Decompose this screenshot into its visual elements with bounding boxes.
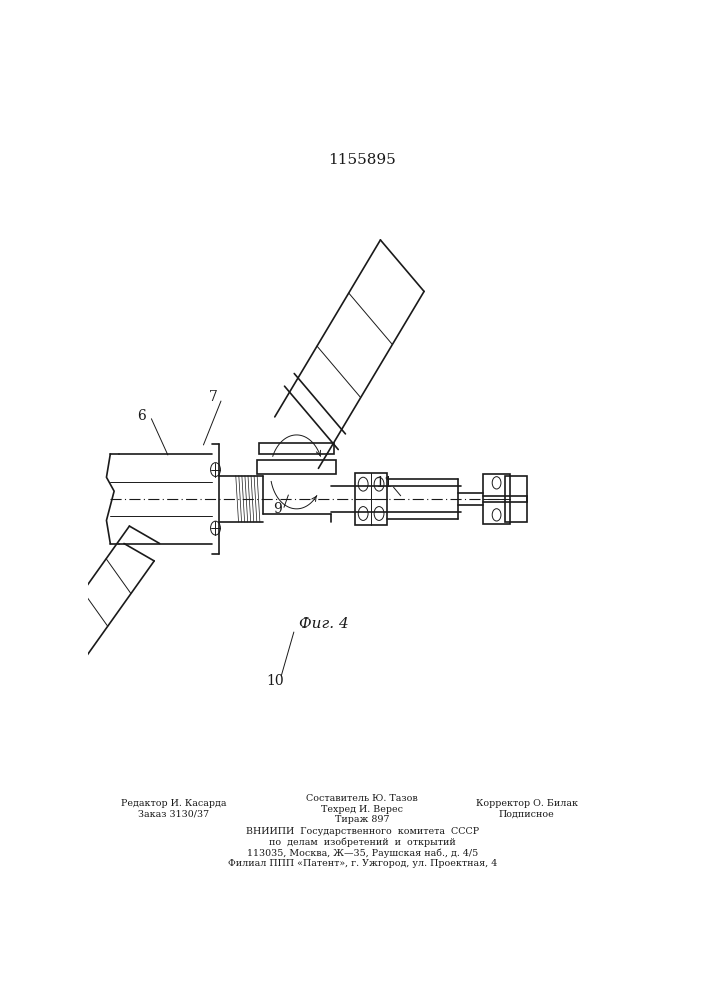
Bar xyxy=(259,443,334,454)
Text: Редактор И. Касарда: Редактор И. Касарда xyxy=(121,799,226,808)
Text: 9: 9 xyxy=(273,502,282,516)
Text: Заказ 3130/37: Заказ 3130/37 xyxy=(138,810,209,819)
Text: Филиал ППП «Патент», г. Ужгород, ул. Проектная, 4: Филиал ППП «Патент», г. Ужгород, ул. Про… xyxy=(228,859,497,868)
Text: Составитель Ю. Тазов: Составитель Ю. Тазов xyxy=(306,794,419,803)
Text: 6: 6 xyxy=(137,409,146,423)
Text: Фиг. 4: Фиг. 4 xyxy=(299,617,349,631)
Bar xyxy=(505,476,527,522)
Text: Техред И. Верес: Техред И. Верес xyxy=(322,805,403,814)
Text: 11: 11 xyxy=(375,476,393,490)
Text: по  делам  изобретений  и  открытий: по делам изобретений и открытий xyxy=(269,838,456,847)
Bar xyxy=(355,473,387,525)
Text: 1155895: 1155895 xyxy=(329,153,396,167)
Text: ВНИИПИ  Государственного  комитета  СССР: ВНИИПИ Государственного комитета СССР xyxy=(246,827,479,836)
Text: Подписное: Подписное xyxy=(499,810,554,819)
Bar xyxy=(257,460,336,474)
Text: 10: 10 xyxy=(266,674,284,688)
Text: 113035, Москва, Ж—35, Раушская наб., д. 4/5: 113035, Москва, Ж—35, Раушская наб., д. … xyxy=(247,848,478,858)
Text: Тираж 897: Тираж 897 xyxy=(335,815,390,824)
Bar xyxy=(483,474,510,524)
Text: Корректор О. Билак: Корректор О. Билак xyxy=(476,799,578,808)
Text: 7: 7 xyxy=(209,390,218,404)
